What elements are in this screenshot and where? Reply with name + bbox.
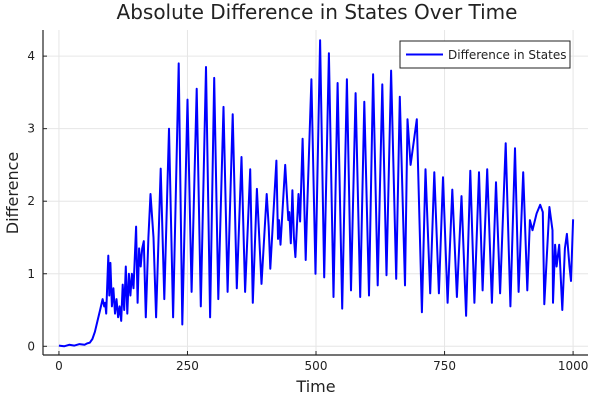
x-tick-label: 0 — [55, 359, 63, 373]
x-axis-label: Time — [295, 377, 335, 396]
y-tick-label: 2 — [27, 194, 35, 208]
axes — [42, 30, 588, 356]
tick-labels: 0 250 500 750 1000 0 1 2 3 4 — [27, 49, 588, 373]
legend-label: Difference in States — [448, 48, 566, 62]
x-tick-label: 1000 — [558, 359, 589, 373]
series-line-difference-in-states — [58, 39, 575, 348]
y-tick-label: 1 — [27, 267, 35, 281]
y-tick-label: 0 — [27, 339, 35, 353]
chart-title: Absolute Difference in States Over Time — [117, 0, 518, 24]
legend: Difference in States — [399, 40, 571, 69]
y-tick-label: 3 — [27, 122, 35, 136]
x-tick-label: 500 — [305, 359, 328, 373]
y-tick-label: 4 — [27, 49, 35, 63]
x-tick-label: 250 — [176, 359, 199, 373]
y-axis-label: Difference — [3, 152, 22, 234]
x-tick-label: 750 — [433, 359, 456, 373]
